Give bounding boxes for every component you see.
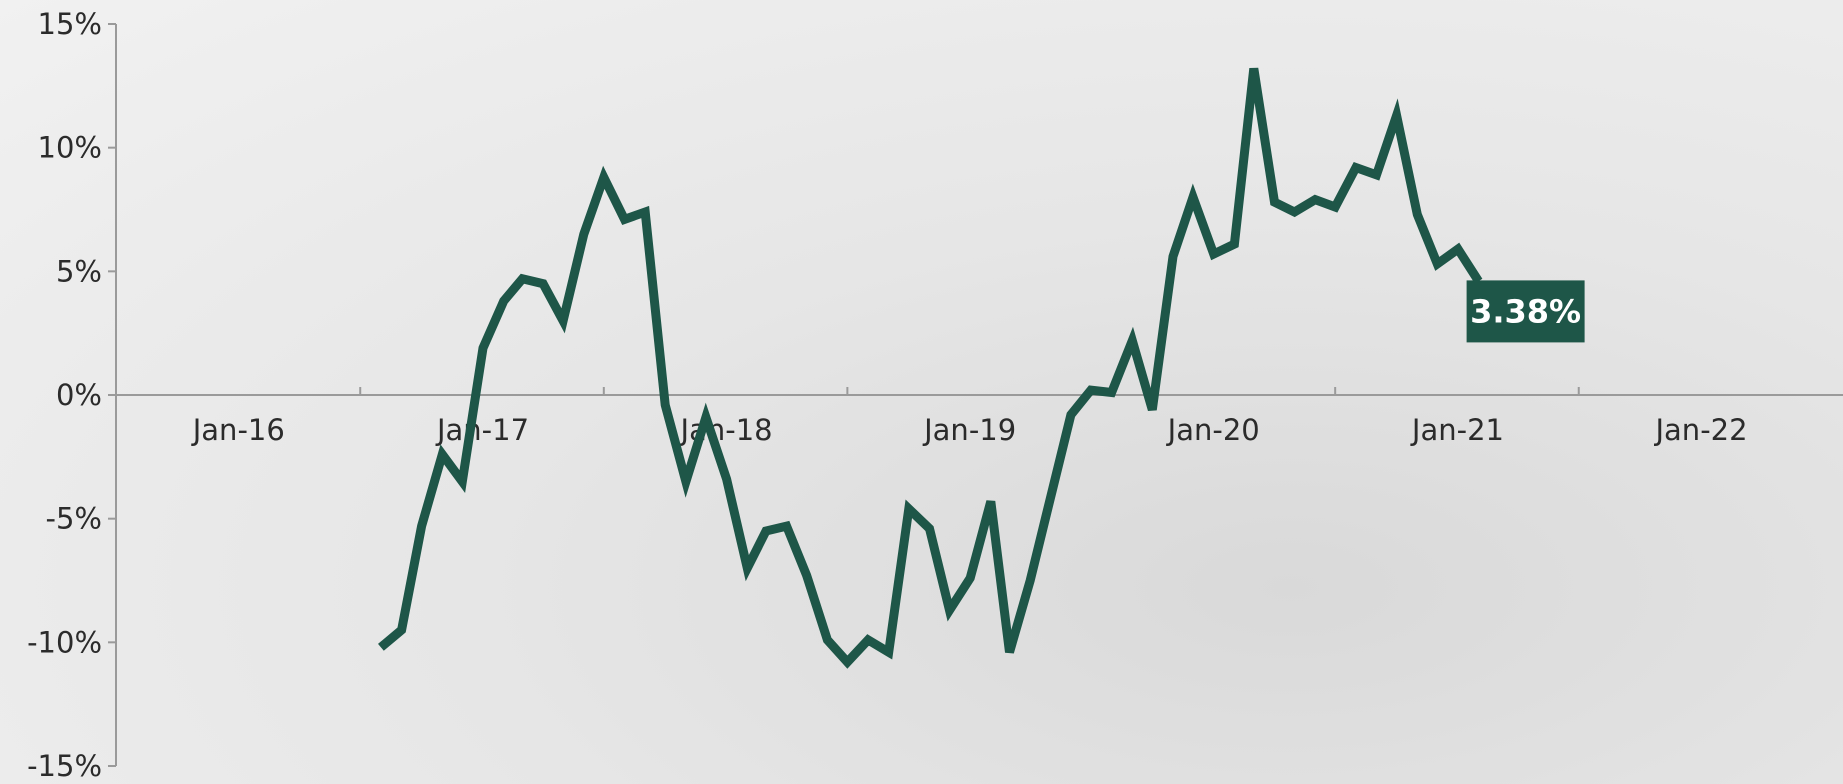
y-tick-label: -10% (27, 625, 102, 659)
last-value-callout: 3.38% (1466, 280, 1585, 343)
y-axis-labels: 15% 10% 5% 0% -5% -10% -15% (27, 7, 102, 783)
x-tick-label: Jan-18 (679, 413, 773, 447)
x-tick-label: Jan-19 (922, 413, 1016, 447)
y-tick-label: -15% (27, 749, 102, 783)
x-tick-label: Jan-20 (1166, 413, 1260, 447)
series-line (378, 67, 1483, 669)
y-tick-label: 10% (38, 131, 102, 165)
callout-label: 3.38% (1470, 292, 1581, 330)
x-tick-label: Jan-21 (1410, 413, 1504, 447)
x-tick-label: Jan-17 (435, 413, 529, 447)
callout-box (1466, 280, 1585, 343)
chart-axes (108, 23, 1843, 767)
y-tick-label: 15% (38, 7, 102, 41)
y-tick-label: 5% (56, 254, 102, 288)
y-tick-label: -5% (46, 502, 102, 536)
x-tick-label: Jan-16 (191, 413, 285, 447)
x-axis-labels: Jan-16 Jan-17 Jan-18 Jan-19 Jan-20 Jan-21 Jan-… (191, 413, 1748, 447)
x-tick-label: Jan-22 (1653, 413, 1747, 447)
y-tick-label: 0% (56, 378, 102, 412)
